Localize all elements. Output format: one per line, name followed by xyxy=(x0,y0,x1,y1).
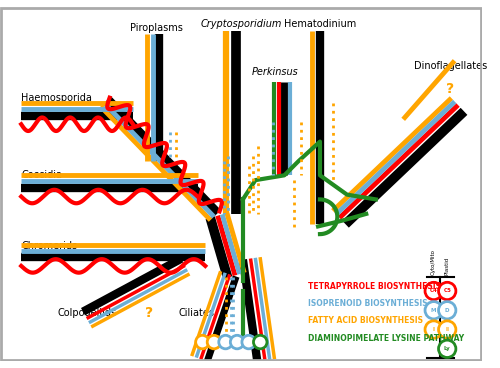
Text: FATTY ACID BIOSYNTHESIS: FATTY ACID BIOSYNTHESIS xyxy=(308,316,424,325)
Text: II: II xyxy=(445,327,449,332)
Circle shape xyxy=(425,321,442,338)
Text: Hematodinium: Hematodinium xyxy=(284,19,356,29)
Circle shape xyxy=(207,335,220,349)
Circle shape xyxy=(242,335,256,349)
Text: M: M xyxy=(431,308,436,313)
Text: DIAMINOPIMELATE LYSINE PATHWAY: DIAMINOPIMELATE LYSINE PATHWAY xyxy=(308,334,464,343)
Text: Perkinsus: Perkinsus xyxy=(252,67,298,77)
Text: Piroplasms: Piroplasms xyxy=(130,23,182,33)
Text: Plastid: Plastid xyxy=(444,256,450,275)
Text: Cyto/Mito: Cyto/Mito xyxy=(431,249,436,275)
Circle shape xyxy=(219,335,232,349)
Text: Haemosporida: Haemosporida xyxy=(21,93,92,103)
Text: Ly: Ly xyxy=(444,346,450,351)
Text: Colpodellids: Colpodellids xyxy=(58,308,117,318)
Text: Chromerids: Chromerids xyxy=(21,241,78,251)
Text: I: I xyxy=(432,327,434,332)
Text: Cryptosporidium: Cryptosporidium xyxy=(200,19,281,29)
Text: ISOPRENOID BIOSYNTHESIS: ISOPRENOID BIOSYNTHESIS xyxy=(308,299,428,308)
Text: TETRAPYRROLE BIOSYNTHESIS: TETRAPYRROLE BIOSYNTHESIS xyxy=(308,282,442,291)
Circle shape xyxy=(438,321,456,338)
Circle shape xyxy=(425,302,442,319)
Text: ?: ? xyxy=(144,306,152,320)
Text: ?: ? xyxy=(446,82,454,96)
Text: Dinoflagellates: Dinoflagellates xyxy=(414,61,488,71)
Circle shape xyxy=(196,335,209,349)
Text: D: D xyxy=(445,308,450,313)
Text: Ciliates: Ciliates xyxy=(178,308,214,318)
Text: C4: C4 xyxy=(430,289,438,294)
Circle shape xyxy=(438,282,456,300)
Text: C5: C5 xyxy=(444,289,451,294)
Circle shape xyxy=(254,335,267,349)
Circle shape xyxy=(438,340,456,357)
Circle shape xyxy=(425,282,442,300)
Circle shape xyxy=(438,302,456,319)
Text: Coccidia: Coccidia xyxy=(21,170,62,180)
Circle shape xyxy=(230,335,244,349)
